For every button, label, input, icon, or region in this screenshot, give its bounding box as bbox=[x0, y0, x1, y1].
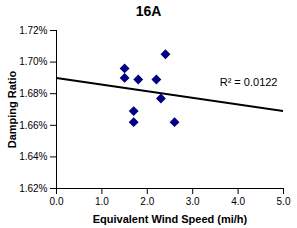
svg-text:1.62%: 1.62% bbox=[19, 183, 47, 194]
svg-text:1.70%: 1.70% bbox=[19, 56, 47, 67]
svg-text:0.0: 0.0 bbox=[50, 196, 64, 207]
svg-text:1.64%: 1.64% bbox=[19, 151, 47, 162]
svg-text:1.72%: 1.72% bbox=[19, 25, 47, 36]
svg-text:2.0: 2.0 bbox=[140, 196, 154, 207]
svg-text:Damping Ratio: Damping Ratio bbox=[6, 70, 18, 148]
svg-text:1.66%: 1.66% bbox=[19, 120, 47, 131]
svg-text:3.0: 3.0 bbox=[186, 196, 200, 207]
html-text:16A: 16A bbox=[135, 3, 162, 19]
svg-text:1.68%: 1.68% bbox=[19, 88, 47, 99]
svg-text:R² = 0.0122: R² = 0.0122 bbox=[220, 76, 278, 88]
svg-text:1.0: 1.0 bbox=[95, 196, 109, 207]
svg-text:5.0: 5.0 bbox=[277, 196, 291, 207]
svg-text:4.0: 4.0 bbox=[231, 196, 245, 207]
svg-text:Equivalent Wind Speed (mi/h): Equivalent Wind Speed (mi/h) bbox=[93, 213, 248, 225]
